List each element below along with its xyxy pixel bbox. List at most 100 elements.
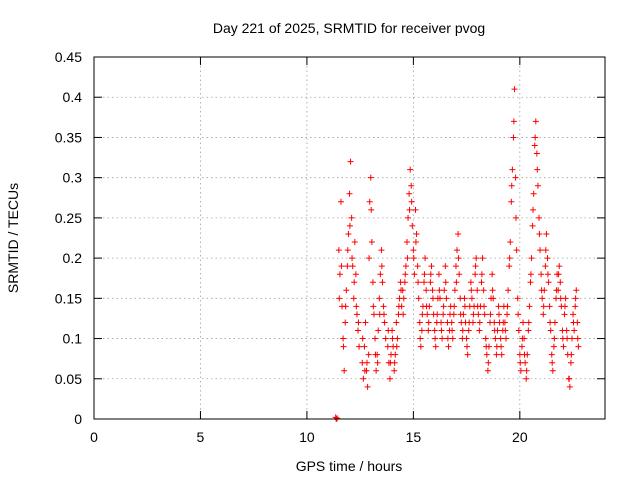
data-point (502, 335, 509, 342)
data-point (421, 271, 428, 278)
data-point (410, 247, 417, 254)
data-point (382, 335, 389, 342)
data-point (518, 343, 525, 350)
data-point (449, 327, 456, 334)
data-point (427, 279, 434, 286)
data-point (485, 359, 492, 366)
data-point (539, 295, 546, 302)
data-point (555, 271, 562, 278)
data-point (510, 134, 517, 141)
data-point (523, 375, 530, 382)
data-point (454, 247, 461, 254)
data-point (540, 303, 547, 310)
data-point (551, 335, 558, 342)
data-point (428, 263, 435, 270)
data-point (337, 198, 344, 205)
data-point (365, 351, 372, 358)
data-point (537, 247, 544, 254)
data-point (414, 263, 421, 270)
data-point (550, 343, 557, 350)
data-point (442, 279, 449, 286)
data-point (459, 327, 466, 334)
data-point (389, 335, 396, 342)
data-point (568, 351, 575, 358)
data-point (513, 214, 520, 221)
data-point (510, 118, 517, 125)
data-point (468, 295, 475, 302)
data-point (520, 319, 527, 326)
data-point (472, 271, 479, 278)
data-point (560, 343, 567, 350)
data-point (418, 327, 425, 334)
data-point (404, 255, 411, 262)
data-point (461, 303, 468, 310)
y-axis-title: SRMTID / TECUs (5, 183, 21, 293)
data-point (505, 287, 512, 294)
data-point (493, 351, 500, 358)
y-tick-label: 0.25 (55, 210, 82, 226)
data-point (547, 327, 554, 334)
data-point (566, 383, 573, 390)
data-point (509, 166, 516, 173)
data-point (468, 287, 475, 294)
data-point (419, 311, 426, 318)
data-point (436, 295, 443, 302)
data-point (378, 263, 385, 270)
data-point (359, 335, 366, 342)
data-point (366, 198, 373, 205)
data-point (373, 367, 380, 374)
data-point (411, 271, 418, 278)
data-point (534, 166, 541, 173)
data-point (506, 263, 513, 270)
data-point (438, 319, 445, 326)
data-point (415, 295, 422, 302)
data-point (401, 279, 408, 286)
data-point (336, 271, 343, 278)
data-point (422, 255, 429, 262)
data-point (465, 327, 472, 334)
data-point (415, 279, 422, 286)
data-point (532, 134, 539, 141)
data-point (456, 271, 463, 278)
data-point (345, 230, 352, 237)
data-point (429, 287, 436, 294)
data-point (368, 206, 375, 213)
data-point (489, 287, 496, 294)
data-point (336, 295, 343, 302)
data-point (398, 287, 405, 294)
data-point (473, 255, 480, 262)
data-point (408, 182, 415, 189)
y-tick-label: 0.05 (55, 371, 82, 387)
data-point (526, 303, 533, 310)
data-point (443, 295, 450, 302)
data-point (350, 295, 357, 302)
data-point (391, 359, 398, 366)
data-point (381, 319, 388, 326)
data-point (515, 311, 522, 318)
data-point (384, 343, 391, 350)
data-point (405, 214, 412, 221)
data-points (332, 86, 582, 422)
data-point (356, 343, 363, 350)
data-point (545, 279, 552, 286)
data-point (352, 271, 359, 278)
data-point (451, 287, 458, 294)
data-point (463, 335, 470, 342)
data-point (528, 255, 535, 262)
data-point (410, 255, 417, 262)
y-tick-label: 0.4 (63, 89, 83, 105)
data-point (532, 118, 539, 125)
data-point (508, 182, 515, 189)
data-point (393, 319, 400, 326)
data-point (484, 367, 491, 374)
data-point (481, 311, 488, 318)
data-point (452, 263, 459, 270)
data-point (480, 287, 487, 294)
data-point (425, 319, 432, 326)
data-point (379, 279, 386, 286)
data-point (361, 343, 368, 350)
data-point (367, 174, 374, 181)
y-tick-label: 0 (74, 411, 82, 427)
data-point (556, 263, 563, 270)
data-point (372, 351, 379, 358)
